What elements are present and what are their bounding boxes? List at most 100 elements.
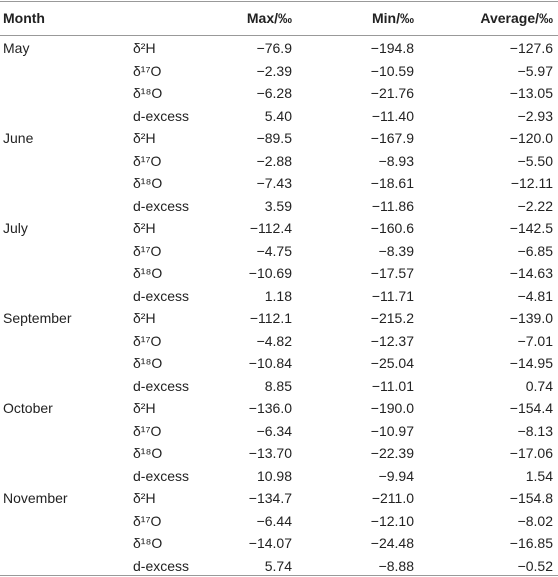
- max-value: −112.1: [249, 310, 292, 326]
- average-value: −154.8: [509, 490, 553, 506]
- max-value: 8.85: [264, 377, 292, 394]
- header-cell: Max/‰: [246, 10, 292, 26]
- top-rule: [0, 1, 558, 2]
- min-value: −24.48: [370, 535, 414, 551]
- parameter: δ²H: [133, 220, 156, 236]
- header-rule: [0, 35, 558, 36]
- parameter: d-excess: [133, 197, 190, 214]
- average-value: −6.85: [517, 242, 553, 259]
- header-cell: Min/‰: [372, 10, 414, 26]
- average-value: −14.63: [509, 265, 553, 281]
- min-value: −11.86: [371, 197, 414, 214]
- max-value: −136.0: [248, 400, 292, 416]
- parameter: δ¹⁷O: [133, 332, 162, 349]
- min-value: −211.0: [371, 490, 414, 506]
- max-value: −2.88: [256, 152, 292, 169]
- max-value: −134.7: [248, 490, 292, 506]
- max-value: 5.74: [264, 557, 292, 574]
- max-value: −6.44: [256, 512, 292, 529]
- parameter: d-excess: [133, 287, 190, 304]
- max-value: 3.59: [264, 197, 292, 214]
- parameter: δ¹⁷O: [133, 422, 162, 439]
- parameter: δ²H: [133, 40, 156, 56]
- min-value: −21.76: [370, 85, 414, 101]
- parameter: δ¹⁷O: [133, 242, 162, 259]
- min-value: −8.93: [378, 152, 414, 169]
- average-value: −4.81: [517, 287, 553, 304]
- parameter: δ¹⁸O: [133, 85, 163, 101]
- parameter: d-excess: [133, 557, 190, 574]
- max-value: −10.69: [248, 265, 292, 281]
- max-value: −6.28: [256, 85, 292, 101]
- average-value: −14.95: [509, 355, 553, 371]
- average-value: −8.02: [517, 512, 553, 529]
- max-value: −13.70: [248, 445, 292, 461]
- average-value: 0.74: [525, 377, 553, 394]
- month-name: October: [3, 400, 53, 416]
- parameter: δ¹⁸O: [133, 535, 163, 551]
- min-value: −18.61: [370, 175, 414, 191]
- average-value: −0.52: [517, 557, 553, 574]
- min-value: −22.39: [370, 445, 414, 461]
- min-value: −10.97: [370, 422, 414, 439]
- month-name: May: [3, 40, 30, 56]
- min-value: −8.88: [378, 557, 414, 574]
- average-value: −13.05: [509, 85, 553, 101]
- max-value: −76.9: [256, 40, 292, 56]
- average-value: −154.4: [509, 400, 553, 416]
- min-value: −11.01: [371, 377, 414, 394]
- min-value: −12.37: [370, 332, 414, 349]
- max-value: −112.4: [249, 220, 292, 236]
- average-value: −2.22: [517, 197, 553, 214]
- parameter: δ¹⁷O: [133, 62, 162, 79]
- average-value: −16.85: [509, 535, 553, 551]
- max-value: −7.43: [256, 175, 292, 191]
- min-value: −9.94: [378, 467, 414, 484]
- average-value: 1.54: [525, 467, 553, 484]
- min-value: −11.40: [371, 107, 414, 124]
- average-value: −139.0: [509, 310, 553, 326]
- parameter: δ¹⁸O: [133, 175, 163, 191]
- max-value: −4.82: [256, 332, 292, 349]
- parameter: δ²H: [133, 310, 156, 326]
- average-value: −5.50: [517, 152, 553, 169]
- parameter: δ¹⁸O: [133, 265, 163, 281]
- min-value: −190.0: [370, 400, 414, 416]
- max-value: 5.40: [264, 107, 292, 124]
- average-value: −142.5: [509, 220, 553, 236]
- header-cell: Average/‰: [480, 10, 553, 26]
- max-value: 10.98: [256, 467, 292, 484]
- min-value: −8.39: [378, 242, 414, 259]
- month-name: September: [3, 310, 72, 326]
- min-value: −12.10: [370, 512, 414, 529]
- max-value: −10.84: [248, 355, 292, 371]
- parameter: δ¹⁸O: [133, 355, 163, 371]
- max-value: −89.5: [256, 130, 292, 146]
- average-value: −7.01: [517, 332, 553, 349]
- min-value: −25.04: [370, 355, 414, 371]
- month-name: June: [3, 130, 34, 146]
- min-value: −160.6: [370, 220, 414, 236]
- min-value: −167.9: [370, 130, 414, 146]
- max-value: −4.75: [256, 242, 292, 259]
- parameter: δ²H: [133, 400, 156, 416]
- month-name: July: [3, 220, 28, 236]
- average-value: −12.11: [510, 175, 553, 191]
- parameter: δ²H: [133, 130, 156, 146]
- min-value: −17.57: [370, 265, 414, 281]
- average-value: −8.13: [517, 422, 553, 439]
- average-value: −127.6: [509, 40, 553, 56]
- average-value: −120.0: [509, 130, 553, 146]
- min-value: −215.2: [370, 310, 414, 326]
- parameter: δ¹⁷O: [133, 152, 162, 169]
- max-value: −2.39: [256, 62, 292, 79]
- min-value: −10.59: [370, 62, 414, 79]
- parameter: δ²H: [133, 490, 156, 506]
- average-value: −17.06: [509, 445, 553, 461]
- max-value: −14.07: [248, 535, 292, 551]
- bottom-rule: [0, 575, 558, 576]
- max-value: −6.34: [256, 422, 292, 439]
- parameter: d-excess: [133, 467, 190, 484]
- month-name: November: [3, 490, 68, 506]
